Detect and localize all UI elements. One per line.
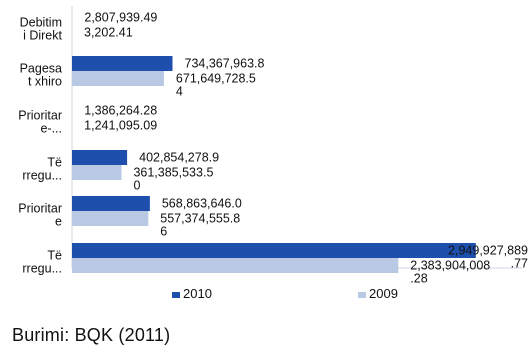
category-label: Prioritar e <box>18 202 62 229</box>
legend: 2010 2009 <box>172 286 398 301</box>
source-note: Burimi: BQK (2011) <box>12 325 171 345</box>
data-label-2009: 1,241,095.09 <box>84 119 157 133</box>
data-labels: 2,807,939.493,202.41 734,367,963.8671,649… <box>84 11 528 286</box>
data-label-2010: 1,386,264.28 <box>84 104 157 118</box>
data-label-2009: 361,385,533.5 0 <box>133 166 213 193</box>
bar-chart: Debitim i Direkt Pagesa t xhiro Prioritar e-.… <box>18 6 528 301</box>
bar-2010 <box>72 150 128 165</box>
bar-2009 <box>72 211 149 226</box>
legend-label-2010: 2010 <box>183 286 212 301</box>
category-label: Pagesa t xhiro <box>20 62 62 89</box>
bar-2010 <box>72 56 173 71</box>
data-label-2009: 557,374,555.8 6 <box>160 212 240 239</box>
bar-2009 <box>72 258 399 273</box>
bar-2009 <box>72 71 164 86</box>
category-label: Të rregu... <box>22 249 62 276</box>
legend-swatch-2009 <box>358 292 366 298</box>
category-label: Prioritar e-... <box>18 109 62 136</box>
data-label-2009: 2,383,904,008.28 <box>410 259 490 286</box>
data-label-2010: 568,863,646.0 <box>162 197 242 211</box>
data-label-2010: 2,949,927,889.77 <box>448 244 528 271</box>
data-label-2010: 2,807,939.49 <box>84 11 157 25</box>
data-label-2010: 402,854,278.9 <box>139 151 219 165</box>
bar-2010 <box>72 243 476 258</box>
bars <box>72 56 476 273</box>
category-label: Debitim i Direkt <box>20 16 63 43</box>
category-label: Të rregu... <box>22 156 62 183</box>
data-label-2009: 671,649,728.5 4 <box>176 72 256 99</box>
legend-label-2009: 2009 <box>369 286 398 301</box>
data-label-2010: 734,367,963.8 <box>185 57 265 71</box>
category-labels: Debitim i Direkt Pagesa t xhiro Prioritar e-.… <box>18 16 62 276</box>
legend-swatch-2010 <box>172 292 180 298</box>
bar-2010 <box>72 196 150 211</box>
bar-2009 <box>72 165 122 180</box>
data-label-2009: 3,202.41 <box>84 26 133 40</box>
